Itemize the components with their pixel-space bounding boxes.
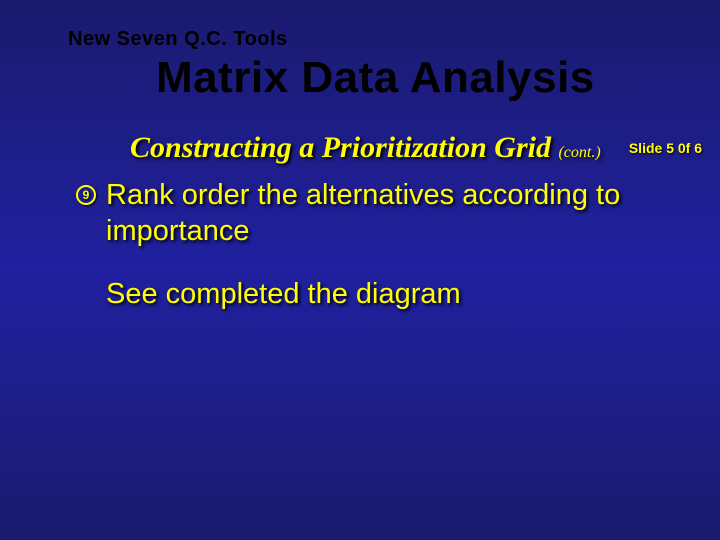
subtitle-main: Constructing a Prioritization Grid bbox=[130, 131, 551, 164]
bullet-text: Rank order the alternatives according to… bbox=[106, 177, 680, 250]
subtitle-cont: (cont.) bbox=[558, 144, 600, 161]
bullet-number-icon: 9 bbox=[76, 185, 96, 205]
plain-line: See completed the diagram bbox=[106, 278, 680, 311]
slide-title: Matrix Data Analysis bbox=[156, 53, 720, 103]
supertitle: New Seven Q.C. Tools bbox=[68, 28, 720, 51]
bullet-item: 9 Rank order the alternatives according … bbox=[76, 177, 680, 250]
slide-indicator: Slide 5 0f 6 bbox=[629, 140, 702, 156]
header-section: New Seven Q.C. Tools Matrix Data Analysi… bbox=[0, 0, 720, 103]
content-area: 9 Rank order the alternatives according … bbox=[0, 177, 720, 311]
